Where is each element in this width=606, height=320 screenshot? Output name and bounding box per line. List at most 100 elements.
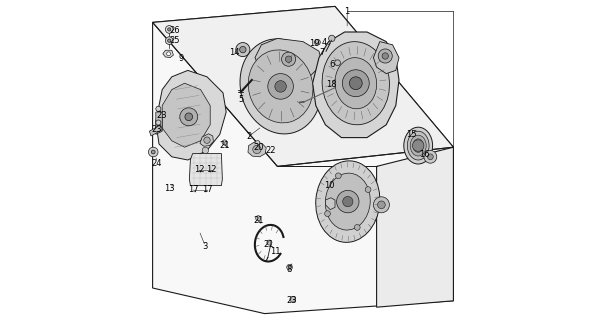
Polygon shape [373, 42, 399, 74]
Circle shape [165, 37, 173, 44]
Text: 21: 21 [253, 216, 264, 225]
Ellipse shape [316, 161, 380, 242]
Circle shape [185, 113, 193, 121]
Polygon shape [162, 83, 210, 147]
Text: 14: 14 [229, 48, 239, 57]
Circle shape [256, 216, 261, 221]
Circle shape [413, 140, 424, 151]
Circle shape [165, 26, 173, 33]
Circle shape [168, 39, 171, 42]
Circle shape [148, 147, 158, 157]
Text: 10: 10 [324, 181, 335, 190]
Circle shape [382, 53, 388, 59]
Circle shape [287, 264, 293, 270]
Circle shape [285, 56, 292, 62]
Text: 7: 7 [319, 48, 324, 57]
Circle shape [427, 154, 433, 160]
Ellipse shape [407, 131, 429, 160]
Text: 13: 13 [164, 184, 175, 193]
Text: 6: 6 [329, 60, 335, 69]
Polygon shape [163, 50, 173, 58]
Text: 26: 26 [170, 26, 181, 35]
Text: 23: 23 [157, 111, 167, 120]
Polygon shape [200, 134, 213, 146]
Circle shape [350, 77, 362, 90]
Circle shape [268, 74, 293, 99]
Circle shape [325, 211, 330, 217]
Polygon shape [156, 70, 226, 160]
Circle shape [267, 240, 272, 245]
Text: 8: 8 [286, 265, 291, 274]
Text: 17: 17 [188, 185, 199, 194]
Text: 24: 24 [152, 159, 162, 168]
Text: 15: 15 [407, 130, 417, 139]
Text: 17: 17 [202, 185, 212, 194]
Text: 16: 16 [419, 150, 430, 159]
Ellipse shape [335, 58, 377, 109]
Circle shape [204, 137, 210, 143]
Polygon shape [156, 112, 162, 134]
Text: 25: 25 [170, 36, 180, 45]
Circle shape [336, 173, 341, 179]
Ellipse shape [325, 173, 370, 230]
Circle shape [335, 60, 341, 66]
Polygon shape [376, 147, 453, 307]
Polygon shape [255, 38, 322, 83]
Circle shape [336, 190, 359, 213]
Ellipse shape [410, 135, 426, 156]
Polygon shape [325, 198, 335, 210]
Text: 12: 12 [194, 165, 204, 174]
Circle shape [239, 46, 246, 53]
Ellipse shape [240, 39, 321, 134]
Ellipse shape [404, 127, 433, 164]
Text: 21: 21 [219, 141, 230, 150]
Circle shape [342, 70, 369, 97]
Circle shape [222, 140, 227, 145]
Polygon shape [190, 154, 222, 186]
Circle shape [342, 196, 353, 207]
Circle shape [236, 43, 250, 57]
Polygon shape [248, 142, 266, 157]
Circle shape [378, 49, 392, 63]
Text: 18: 18 [327, 80, 337, 89]
Ellipse shape [322, 42, 390, 125]
Text: 11: 11 [270, 247, 281, 256]
Circle shape [355, 225, 360, 230]
Polygon shape [255, 140, 260, 145]
Circle shape [378, 201, 385, 209]
Text: 23: 23 [287, 296, 297, 305]
Polygon shape [150, 125, 162, 136]
Text: 5: 5 [238, 95, 243, 104]
Circle shape [282, 52, 296, 66]
Circle shape [202, 147, 208, 154]
Circle shape [156, 120, 161, 125]
Circle shape [253, 145, 261, 154]
Ellipse shape [413, 139, 424, 152]
Polygon shape [153, 6, 453, 166]
Text: 23: 23 [152, 125, 162, 134]
Text: 19: 19 [309, 39, 319, 48]
Polygon shape [313, 32, 399, 138]
Circle shape [152, 150, 155, 154]
Circle shape [156, 106, 161, 111]
Circle shape [180, 108, 198, 126]
Circle shape [373, 197, 390, 213]
Text: 12: 12 [207, 165, 217, 174]
Circle shape [168, 28, 171, 31]
Polygon shape [153, 6, 453, 314]
Text: 3: 3 [203, 242, 208, 251]
Circle shape [315, 39, 321, 45]
Text: 9: 9 [179, 54, 184, 63]
Text: 22: 22 [266, 146, 276, 155]
Ellipse shape [248, 50, 313, 123]
Circle shape [290, 296, 296, 302]
Circle shape [365, 187, 371, 192]
Circle shape [167, 52, 170, 56]
Text: 4: 4 [322, 38, 327, 47]
Text: 2: 2 [247, 132, 252, 140]
Circle shape [328, 35, 335, 42]
Text: 20: 20 [253, 143, 264, 152]
Circle shape [424, 150, 437, 163]
Text: 1: 1 [345, 7, 350, 16]
Text: 21: 21 [264, 240, 274, 249]
